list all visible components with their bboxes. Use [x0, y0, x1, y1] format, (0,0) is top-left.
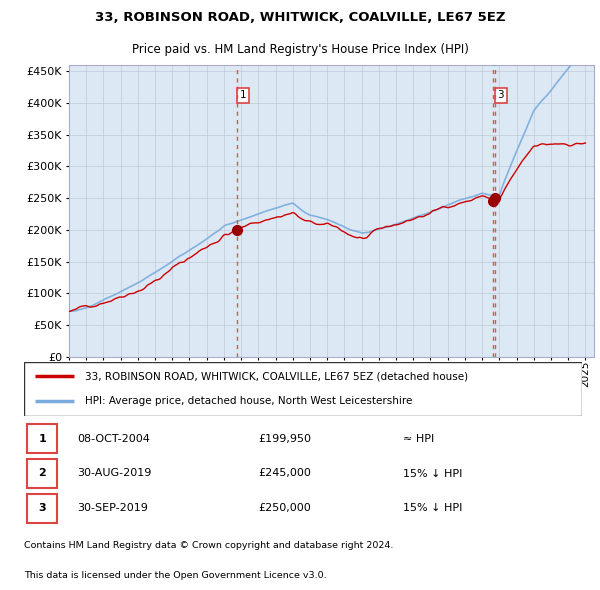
Text: HPI: Average price, detached house, North West Leicestershire: HPI: Average price, detached house, Nort…: [85, 396, 413, 407]
Text: 33, ROBINSON ROAD, WHITWICK, COALVILLE, LE67 5EZ (detached house): 33, ROBINSON ROAD, WHITWICK, COALVILLE, …: [85, 371, 469, 381]
Text: This data is licensed under the Open Government Licence v3.0.: This data is licensed under the Open Gov…: [24, 571, 326, 580]
Text: 3: 3: [38, 503, 46, 513]
Text: ≈ HPI: ≈ HPI: [403, 434, 434, 444]
Text: 30-SEP-2019: 30-SEP-2019: [77, 503, 148, 513]
Text: Contains HM Land Registry data © Crown copyright and database right 2024.: Contains HM Land Registry data © Crown c…: [24, 541, 394, 550]
Text: 1: 1: [240, 90, 247, 100]
Text: £199,950: £199,950: [259, 434, 311, 444]
Text: 15% ↓ HPI: 15% ↓ HPI: [403, 468, 463, 478]
Bar: [27, 459, 58, 488]
Text: Price paid vs. HM Land Registry's House Price Index (HPI): Price paid vs. HM Land Registry's House …: [131, 43, 469, 56]
Text: £245,000: £245,000: [259, 468, 311, 478]
Bar: [27, 494, 58, 523]
Bar: [27, 424, 58, 453]
Text: 33, ROBINSON ROAD, WHITWICK, COALVILLE, LE67 5EZ: 33, ROBINSON ROAD, WHITWICK, COALVILLE, …: [95, 11, 505, 24]
Text: 3: 3: [497, 90, 504, 100]
Text: 2: 2: [38, 468, 46, 478]
Text: £250,000: £250,000: [259, 503, 311, 513]
Text: 30-AUG-2019: 30-AUG-2019: [77, 468, 151, 478]
Text: 1: 1: [38, 434, 46, 444]
Text: 15% ↓ HPI: 15% ↓ HPI: [403, 503, 463, 513]
Text: 08-OCT-2004: 08-OCT-2004: [77, 434, 150, 444]
